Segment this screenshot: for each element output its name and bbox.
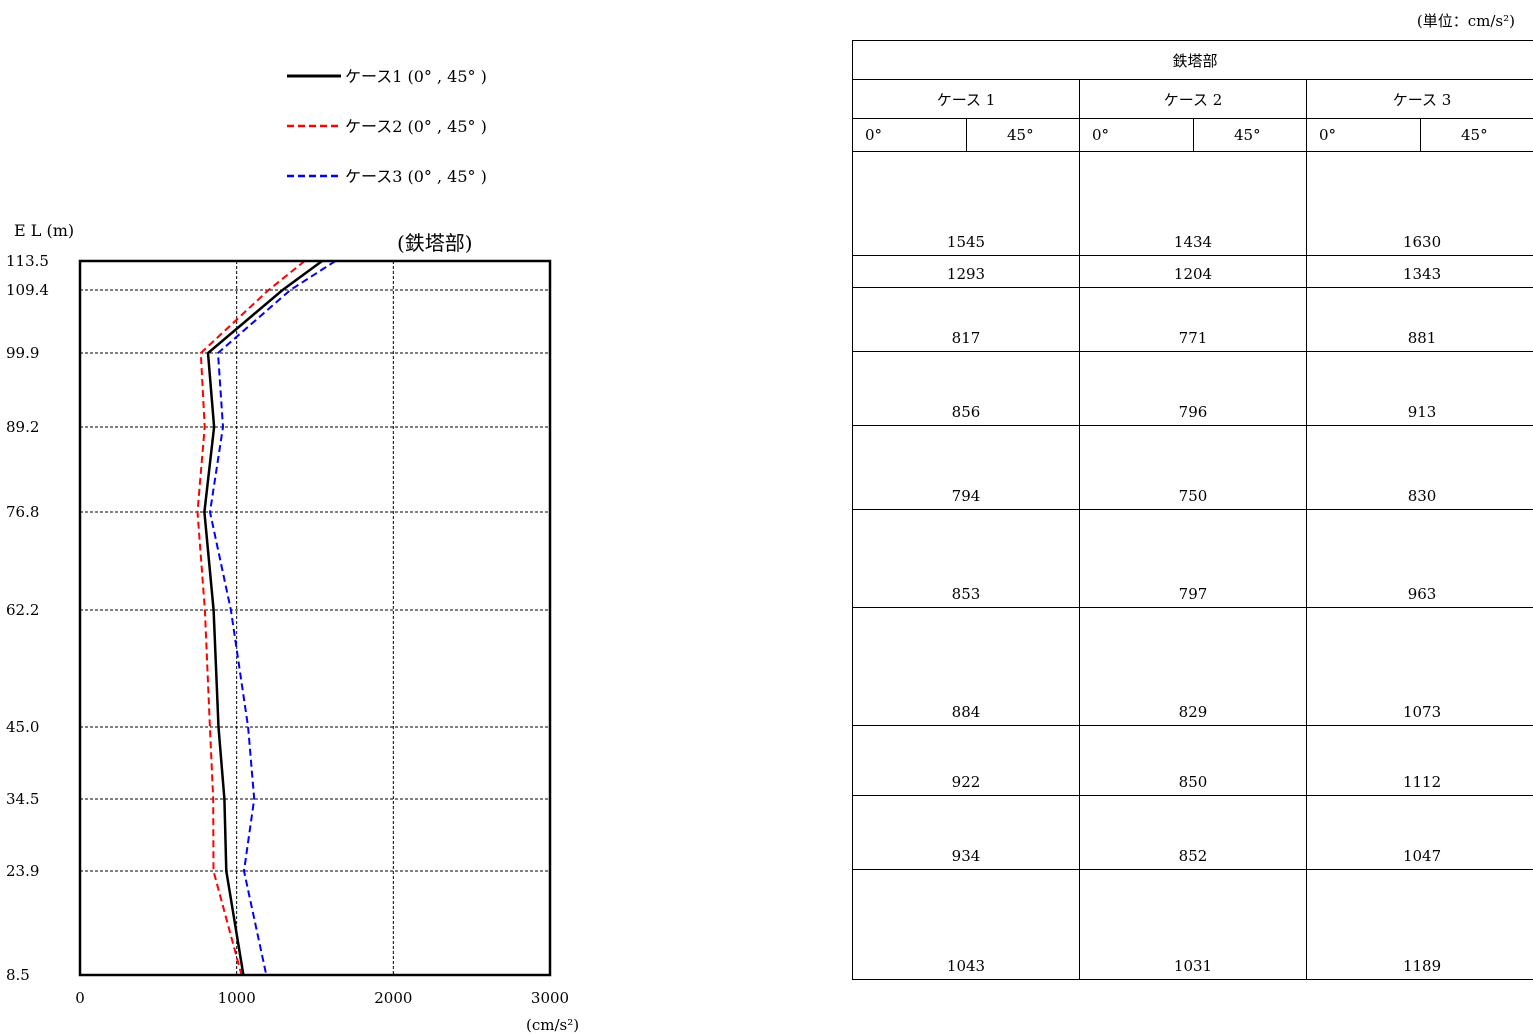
acceleration-table: 鉄塔部 ケース 1 ケース 2 ケース 3 0° 45° 0° 45° 0° 4… [851,40,1533,980]
series-lines [196,259,336,976]
table-cell: 817 [852,287,1080,352]
table-row: 1043 1031 1189 [852,869,1533,980]
case-2-header: ケース 2 [1079,79,1307,119]
y-tick-label: 23.9 [6,862,39,880]
table-cell: 856 [852,351,1080,426]
table-row: 1545 1434 1630 [852,151,1533,256]
table-cell: 853 [852,509,1080,608]
table-row: 934 852 1047 [852,795,1533,870]
table-row: 817 771 881 [852,287,1533,352]
legend-label: ケース1 (0° , 45° ) [345,67,487,86]
x-tick-label: 2000 [374,989,412,1007]
table-cell: 1434 [1079,151,1307,256]
table-cell: 796 [1079,351,1307,426]
legend-label: ケース3 (0° , 45° ) [345,167,487,186]
table-cell: 794 [852,425,1080,510]
angle-header: 0° [852,118,967,152]
table-cell: 1047 [1305,795,1533,870]
y-tick-label: 99.9 [6,344,39,362]
angle-header: 0° [1079,118,1194,152]
chart-title: (鉄塔部) [397,231,473,255]
y-tick-label: 89.2 [6,418,39,436]
table-cell: 934 [852,795,1080,870]
case-3-header: ケース 3 [1305,79,1533,119]
table-cell: 1293 [852,255,1080,288]
table-cell: 1112 [1305,725,1533,796]
table-cell: 852 [1079,795,1307,870]
legend-label: ケース2 (0° , 45° ) [345,117,487,136]
table-cell: 830 [1305,425,1533,510]
angle-header: 0° [1306,118,1421,152]
table-cell: 797 [1079,509,1307,608]
x-tick-label: 0 [75,989,85,1007]
table-cell: 1343 [1305,255,1533,288]
y-tick-label: 34.5 [6,790,39,808]
y-tick-label: 109.4 [6,281,49,299]
table-row: 884 829 1073 [852,607,1533,726]
angle-header: 45° [1419,118,1533,152]
table-cell: 850 [1079,725,1307,796]
y-tick-label: 45.0 [6,718,39,736]
table-cell: 913 [1305,351,1533,426]
table-cell: 829 [1079,607,1307,726]
series-line-case-3 [208,260,336,976]
table-cell: 922 [852,725,1080,796]
table-cell: 1204 [1079,255,1307,288]
table-cell: 881 [1305,287,1533,352]
table-row: 922 850 1112 [852,725,1533,796]
table-cell: 1031 [1079,869,1307,980]
table-cell: 1073 [1305,607,1533,726]
series-line-case-2 [196,260,306,976]
angle-header: 45° [1193,118,1307,152]
table-cell: 1189 [1305,869,1533,980]
x-axis-label: (cm/s²) [526,1016,579,1034]
chart-legend: ケース1 (0° , 45° ) ケース2 (0° , 45° ) ケース3 (0°… [287,67,487,186]
y-axis-label: E L (m) [14,221,74,240]
axis-ticks: 113.5 109.4 99.9 89.2 76.8 62.2 45.0 34.5 23.9 8.… [6,252,569,1007]
plot-frame [78,259,552,977]
table-cell: 963 [1305,509,1533,608]
table-cell: 771 [1079,287,1307,352]
angle-header: 45° [966,118,1080,152]
acceleration-profile-chart: ケース1 (0° , 45° ) ケース2 (0° , 45° ) ケース3 (0°… [6,67,579,1034]
chart-grid [80,261,550,975]
table-cell: 884 [852,607,1080,726]
y-tick-label: 76.8 [6,503,39,521]
table-row: 1293 1204 1343 [852,255,1533,288]
table-row: 853 797 963 [852,509,1533,608]
table-title: 鉄塔部 [851,40,1533,80]
table-cell: 1630 [1305,151,1533,256]
table-cell: 1043 [852,869,1080,980]
x-tick-label: 3000 [531,989,569,1007]
series-line-case-1 [203,259,323,976]
table-row: 794 750 830 [852,425,1533,510]
case-1-header: ケース 1 [852,79,1080,119]
y-tick-label: 8.5 [6,966,30,984]
y-tick-label: 113.5 [6,252,49,270]
y-tick-label: 62.2 [6,601,39,619]
x-tick-label: 1000 [218,989,256,1007]
table-row: 856 796 913 [852,351,1533,426]
table-body: 1545 1434 1630 1293 1204 1343 817 771 881 856 796 9… [852,151,1533,980]
unit-label: (単位：cm/s²) [1416,12,1515,30]
table-cell: 1545 [852,151,1080,256]
table-cell: 750 [1079,425,1307,510]
